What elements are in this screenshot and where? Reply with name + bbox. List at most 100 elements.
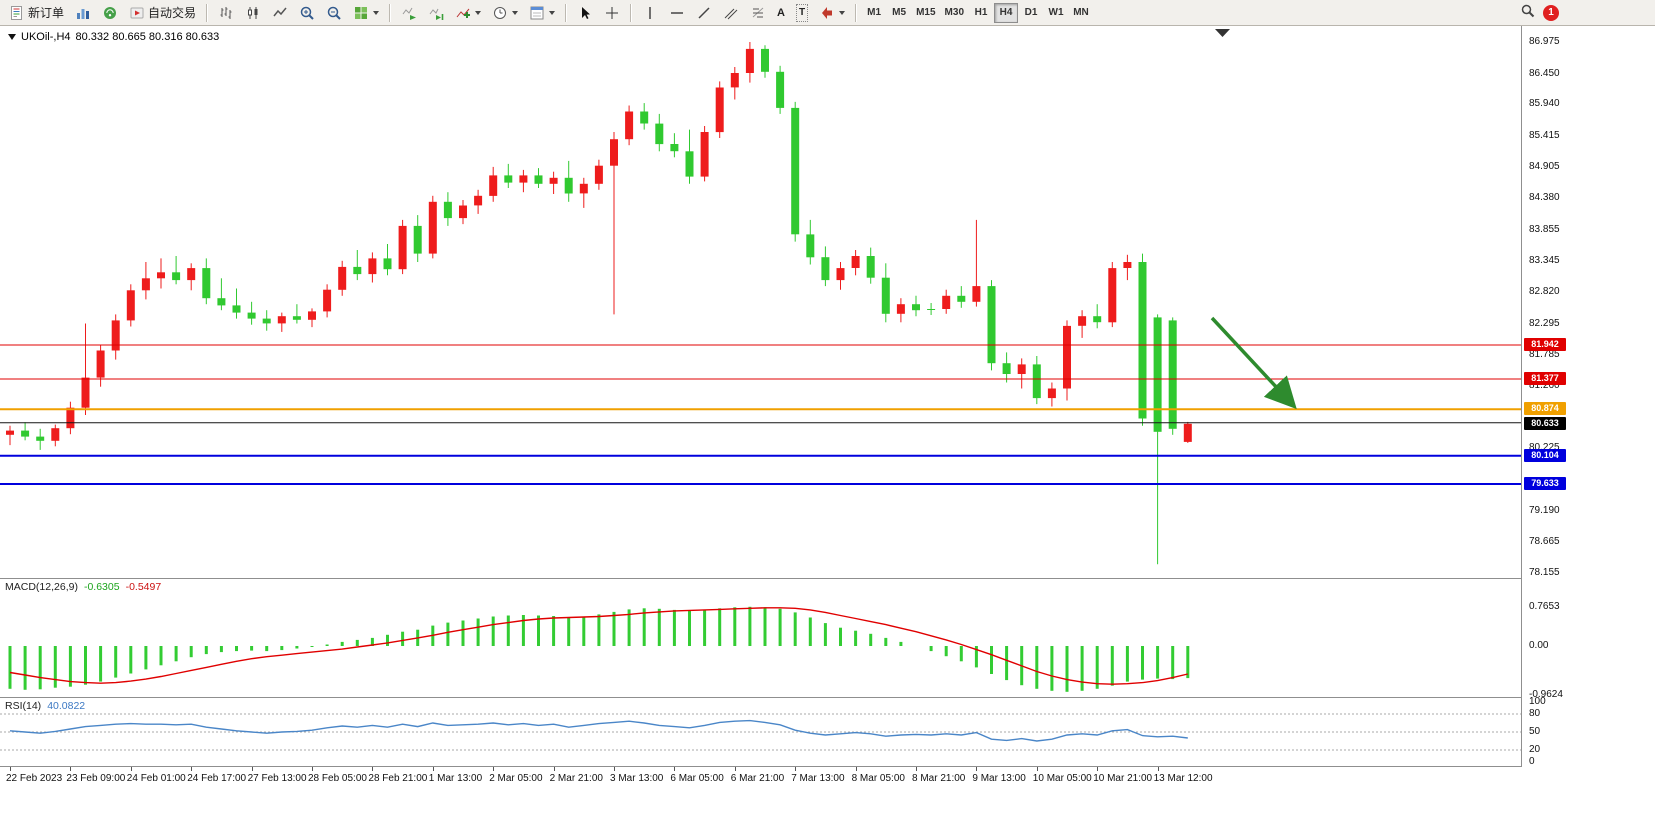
text-label-tool-button[interactable]: T [791, 2, 813, 24]
time-tick-label: 10 Mar 05:00 [1032, 773, 1092, 784]
timeframe-m1-button[interactable]: M1 [862, 3, 886, 23]
line-chart-type-button[interactable] [267, 2, 293, 24]
price-tick-label: 80.225 [1529, 442, 1560, 454]
notification-badge[interactable]: 1 [1543, 4, 1559, 21]
horizontal-line-tool-button[interactable] [664, 2, 690, 24]
zoom-in-button[interactable] [294, 2, 320, 24]
timeframe-h4-button[interactable]: H4 [994, 2, 1018, 23]
annotation-arrow[interactable] [1210, 316, 1297, 410]
auto-scroll-button[interactable] [396, 2, 422, 24]
price-scale[interactable]: 86.975 86.450 85.940 85.415 84.905 84.380 83.8… [1522, 26, 1655, 793]
time-tick [916, 767, 917, 771]
chart-shift-icon [428, 5, 444, 21]
clock-icon [492, 5, 508, 21]
macd-panel[interactable]: MACD(12,26,9) -0.6305 -0.5497 [0, 579, 1521, 697]
price-tick-label: 78.155 [1529, 567, 1560, 578]
macd-indicator-name: MACD(12,26,9) [5, 581, 78, 593]
auto-scroll-icon [401, 5, 417, 21]
cursor-tool-button[interactable] [572, 2, 598, 24]
price-line-tag: 80.104 [1524, 448, 1566, 462]
tile-windows-button[interactable] [348, 2, 384, 24]
arrows-tool-button[interactable] [814, 2, 850, 24]
macd-canvas[interactable] [0, 579, 1521, 697]
macd-tick-label: 0.00 [1529, 640, 1549, 651]
price-chart-panel[interactable]: UKOil-,H4 80.332 80.665 80.316 80.633 [0, 26, 1521, 578]
chevron-down-icon [373, 10, 380, 15]
timeframe-mn-button[interactable]: MN [1069, 3, 1093, 23]
time-tick [251, 767, 253, 771]
price-chart-canvas[interactable] [0, 26, 1521, 578]
zoom-out-button[interactable] [321, 2, 347, 24]
price-tick-label: 81.260 [1529, 380, 1560, 392]
chart-title: UKOil-,H4 80.332 80.665 80.316 80.633 [8, 31, 219, 43]
fibonacci-tool-button[interactable] [745, 2, 771, 24]
time-tick [553, 767, 555, 771]
price-tick-label: 82.820 [1529, 286, 1560, 298]
candlestick-type-button[interactable] [240, 2, 266, 24]
search-icon[interactable] [1520, 3, 1535, 23]
timeframe-m30-button[interactable]: M30 [941, 3, 968, 23]
time-tick [614, 767, 615, 771]
time-tick [734, 767, 736, 771]
timeframe-w1-button[interactable]: W1 [1044, 3, 1068, 23]
time-tick [372, 767, 374, 771]
auto-trading-button[interactable]: 自动交易 [124, 2, 201, 24]
crosshair-tool-button[interactable] [599, 2, 625, 24]
panel-separator[interactable] [0, 578, 1655, 579]
crosshair-icon [604, 5, 620, 21]
time-tick-label: 3 Mar 13:00 [610, 773, 664, 784]
indicators-icon [455, 5, 471, 21]
toolbar: 新订单 自动交易 [0, 0, 1655, 26]
time-tick-label: 13 Mar 12:00 [1153, 773, 1213, 784]
time-axis[interactable]: 22 Feb 2023 23 Feb 09:00 24 Feb 01:00 24 Fe… [0, 767, 1655, 795]
price-tick-label: 84.380 [1529, 192, 1560, 204]
toolbar-separator [389, 3, 392, 22]
time-tick [795, 767, 797, 771]
chart-shift-button[interactable] [423, 2, 449, 24]
charts-button[interactable] [70, 2, 96, 24]
indicators-button[interactable] [450, 2, 486, 24]
time-tick-label: 8 Mar 05:00 [851, 773, 905, 784]
zoom-out-icon [326, 5, 342, 21]
panel-separator[interactable] [0, 697, 1655, 698]
chevron-down-icon [475, 10, 482, 15]
price-tick-label: 86.975 [1529, 36, 1560, 47]
time-tick [10, 767, 11, 771]
macd-main-value: -0.6305 [83, 581, 120, 593]
text-label-tool-label: T [795, 3, 809, 22]
new-order-label: 新订单 [28, 6, 65, 20]
time-tick [191, 767, 193, 771]
time-tick-label: 7 Mar 13:00 [791, 773, 845, 784]
fibonacci-icon [750, 5, 766, 21]
new-order-button[interactable]: 新订单 [4, 2, 69, 24]
new-order-icon [9, 5, 25, 21]
channel-tool-button[interactable] [718, 2, 744, 24]
text-tool-button[interactable]: A [772, 2, 790, 24]
timeframe-d1-button[interactable]: D1 [1019, 3, 1043, 23]
time-tick-label: 10 Mar 21:00 [1093, 773, 1153, 784]
templates-button[interactable] [524, 2, 560, 24]
periods-button[interactable] [487, 2, 523, 24]
time-tick-label: 6 Mar 05:00 [670, 773, 724, 784]
timeframe-h1-button[interactable]: H1 [969, 3, 993, 23]
trendline-tool-button[interactable] [691, 2, 717, 24]
bar-chart-type-button[interactable] [213, 2, 239, 24]
rsi-tick-label: 50 [1529, 726, 1541, 737]
quotes-button[interactable] [97, 2, 123, 24]
rsi-canvas[interactable] [0, 698, 1521, 766]
rsi-panel[interactable]: RSI(14) 40.0822 [0, 698, 1521, 766]
timeframe-m15-button[interactable]: M15 [912, 3, 939, 23]
one-click-trading-arrow[interactable] [8, 34, 16, 40]
price-tick-label: 83.345 [1529, 254, 1560, 266]
trendline-icon [696, 5, 712, 21]
rsi-tick-label: 80 [1529, 708, 1541, 719]
time-tick-label: 2 Mar 21:00 [549, 773, 603, 784]
vertical-line-tool-button[interactable] [637, 2, 663, 24]
time-tick-label: 2 Mar 05:00 [489, 773, 543, 784]
time-tick [1157, 767, 1159, 771]
chart-shift-marker[interactable] [1215, 29, 1230, 37]
rsi-tick-label: 0 [1529, 756, 1535, 767]
time-tick-label: 22 Feb 2023 [6, 773, 63, 784]
time-tick-label: 28 Feb 21:00 [368, 773, 428, 784]
timeframe-m5-button[interactable]: M5 [887, 3, 911, 23]
